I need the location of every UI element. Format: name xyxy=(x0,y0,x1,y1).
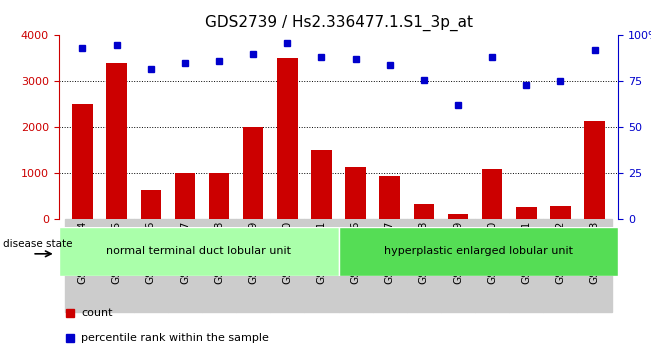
Bar xyxy=(100,219,133,312)
Bar xyxy=(236,219,270,312)
Bar xyxy=(448,215,468,219)
Bar xyxy=(277,58,298,219)
Bar xyxy=(509,219,544,312)
Bar xyxy=(585,120,605,219)
Bar xyxy=(106,63,127,219)
Bar xyxy=(168,219,202,312)
Bar xyxy=(174,173,195,219)
Bar xyxy=(133,219,168,312)
Bar xyxy=(441,219,475,312)
FancyBboxPatch shape xyxy=(339,227,618,276)
Bar xyxy=(345,166,366,219)
Bar xyxy=(72,104,92,219)
Bar xyxy=(270,219,305,312)
Bar xyxy=(482,169,503,219)
Title: GDS2739 / Hs2.336477.1.S1_3p_at: GDS2739 / Hs2.336477.1.S1_3p_at xyxy=(204,15,473,31)
Bar xyxy=(413,204,434,219)
Bar xyxy=(544,219,577,312)
Bar xyxy=(577,219,612,312)
Text: normal terminal duct lobular unit: normal terminal duct lobular unit xyxy=(106,246,291,256)
Bar xyxy=(516,207,536,219)
Text: disease state: disease state xyxy=(3,239,72,249)
Bar xyxy=(311,150,332,219)
Bar xyxy=(372,219,407,312)
Bar xyxy=(141,189,161,219)
Bar xyxy=(65,219,100,312)
Text: count: count xyxy=(81,308,113,318)
Bar xyxy=(475,219,509,312)
Bar xyxy=(380,176,400,219)
Bar xyxy=(339,219,372,312)
Bar xyxy=(407,219,441,312)
Text: percentile rank within the sample: percentile rank within the sample xyxy=(81,333,269,343)
Text: hyperplastic enlarged lobular unit: hyperplastic enlarged lobular unit xyxy=(384,246,573,256)
Bar xyxy=(305,219,339,312)
Bar xyxy=(202,219,236,312)
Bar xyxy=(209,173,229,219)
Bar xyxy=(550,206,571,219)
FancyBboxPatch shape xyxy=(59,227,339,276)
Bar xyxy=(243,127,264,219)
